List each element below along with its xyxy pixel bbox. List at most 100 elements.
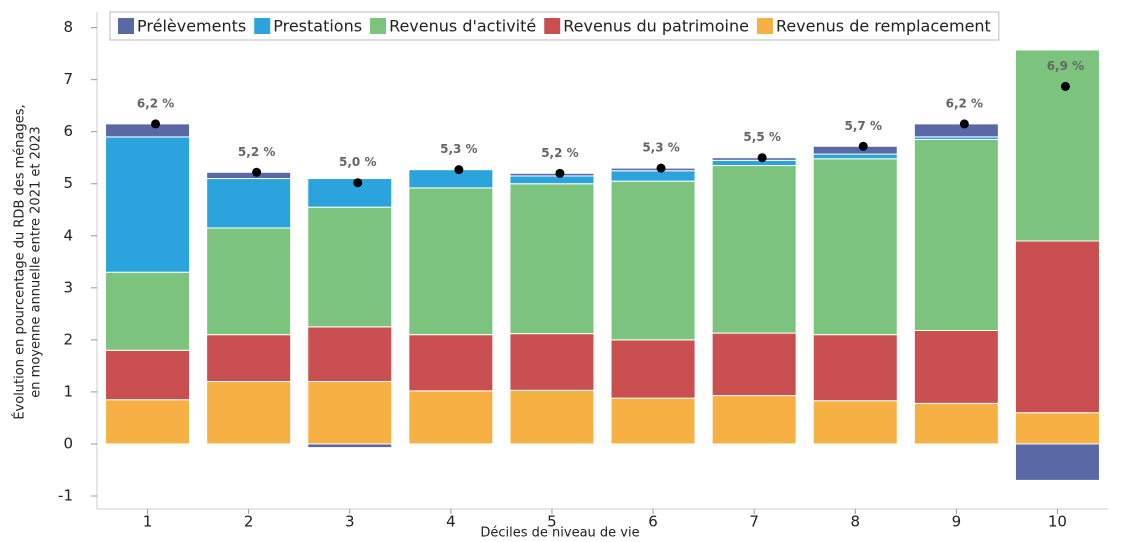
total-dot xyxy=(252,167,262,177)
total-dot xyxy=(151,119,161,129)
legend-label: Revenus de remplacement xyxy=(776,17,991,36)
bar-segment xyxy=(913,329,999,404)
bar-segment xyxy=(610,170,696,182)
bar-segment xyxy=(812,153,898,160)
x-axis-label: Déciles de niveau de vie xyxy=(480,526,639,541)
bar-segment xyxy=(812,400,898,445)
total-dot xyxy=(454,165,464,175)
legend-label: Prestations xyxy=(273,17,362,36)
bar-segment xyxy=(610,339,696,399)
y-tick-label: 0 xyxy=(63,434,73,452)
x-tick-label: 4 xyxy=(446,513,456,531)
bar-segment xyxy=(206,171,292,180)
total-label: 5,3 % xyxy=(440,142,477,156)
x-tick-label: 5 xyxy=(547,513,557,531)
total-label: 5,3 % xyxy=(642,141,679,155)
bar-segment xyxy=(610,167,696,172)
bar-segment xyxy=(105,271,191,351)
bar-segment xyxy=(307,178,393,208)
bar-segment xyxy=(105,136,191,273)
x-tick-label: 1 xyxy=(143,513,153,531)
legend-label: Prélèvements xyxy=(137,17,246,36)
bar-segment xyxy=(812,145,898,155)
y-axis-label: en moyenne annuelle entre 2021 et 2023 xyxy=(29,126,44,397)
y-tick-label: 1 xyxy=(63,382,73,400)
x-tick-label: 2 xyxy=(244,513,254,531)
bar-segment xyxy=(408,187,494,336)
bar-segment xyxy=(105,349,191,401)
bar-segment xyxy=(711,165,797,334)
bar-segment xyxy=(1014,240,1100,414)
x-tick-label: 8 xyxy=(850,513,860,531)
bar-segment xyxy=(610,397,696,445)
total-dot xyxy=(1060,81,1070,91)
y-tick-label: 5 xyxy=(63,174,73,192)
total-dot xyxy=(757,153,767,163)
bar-segment xyxy=(509,183,595,335)
bar-segment xyxy=(206,227,292,336)
total-label: 5,0 % xyxy=(339,155,376,169)
y-tick-label: 8 xyxy=(63,18,73,36)
bar-segment xyxy=(711,159,797,167)
legend-label: Revenus du patrimoine xyxy=(563,17,749,36)
total-label: 6,2 % xyxy=(137,96,174,110)
total-label: 5,2 % xyxy=(541,146,578,160)
bar-segment xyxy=(105,123,191,138)
total-dot xyxy=(353,178,363,188)
bar-segment xyxy=(913,139,999,331)
bar-segment xyxy=(711,332,797,397)
total-label: 5,5 % xyxy=(743,130,780,144)
bar-segment xyxy=(206,334,292,382)
total-label: 6,2 % xyxy=(946,96,983,110)
y-tick-label: 4 xyxy=(63,226,73,244)
bar-segment xyxy=(1014,443,1100,481)
legend-label: Revenus d'activité xyxy=(389,17,536,36)
bar-segment xyxy=(913,402,999,445)
bar-segment xyxy=(711,395,797,445)
bar-segment xyxy=(711,157,797,161)
bar-segment xyxy=(307,380,393,445)
bar-segment xyxy=(408,169,494,189)
legend-swatch xyxy=(370,18,387,34)
total-label: 5,2 % xyxy=(238,145,275,159)
bar-segment xyxy=(206,380,292,445)
y-tick-label: 3 xyxy=(63,278,73,296)
y-tick-label: 6 xyxy=(63,122,73,140)
bar-segment xyxy=(509,333,595,391)
bar-segment xyxy=(408,334,494,392)
x-tick-label: 9 xyxy=(952,513,962,531)
y-axis-label: Évolution en pourcentage du RDB des ména… xyxy=(12,104,28,419)
bar-segment xyxy=(307,443,393,449)
y-tick-label: 7 xyxy=(63,70,73,88)
x-tick-label: 6 xyxy=(648,513,658,531)
bar-segment xyxy=(812,158,898,336)
bar-segment xyxy=(610,180,696,341)
bar-segment xyxy=(206,178,292,229)
bar-segment xyxy=(1014,412,1100,445)
bar-segment xyxy=(105,399,191,445)
bar-segment xyxy=(408,390,494,445)
bar-segment xyxy=(509,172,595,177)
bar-segment xyxy=(812,334,898,402)
legend-swatch xyxy=(254,18,271,34)
legend-swatch xyxy=(118,18,134,34)
total-dot xyxy=(555,168,565,178)
bar-segment xyxy=(307,326,393,382)
total-label: 6,9 % xyxy=(1047,59,1084,73)
legend-swatch xyxy=(756,18,773,34)
bar-segment xyxy=(509,389,595,445)
bar-segment xyxy=(913,123,999,138)
bar-segment xyxy=(509,175,595,185)
y-tick-label: -1 xyxy=(58,486,73,504)
total-dot xyxy=(858,141,868,151)
total-dot xyxy=(959,119,969,129)
total-dot xyxy=(656,163,666,173)
x-tick-label: 3 xyxy=(345,513,355,531)
total-label: 5,7 % xyxy=(845,119,882,133)
legend-swatch xyxy=(544,18,561,34)
x-tick-label: 7 xyxy=(749,513,759,531)
bar-segment xyxy=(307,206,393,328)
bar-segment xyxy=(1014,49,1100,242)
x-tick-label: 10 xyxy=(1048,513,1067,531)
